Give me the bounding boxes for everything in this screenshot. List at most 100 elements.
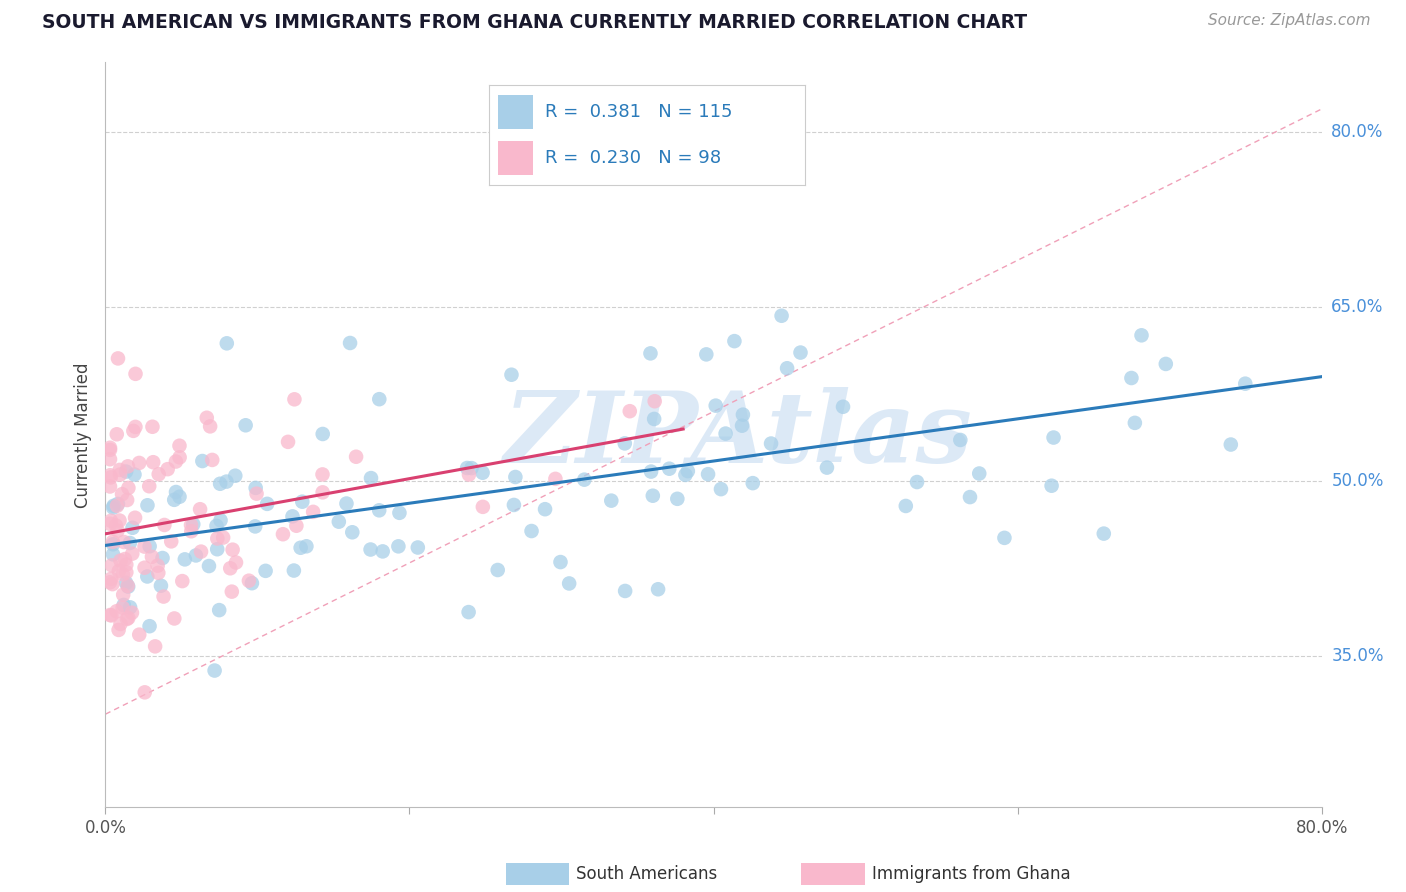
Point — [207, 532, 229, 546]
Point — [254, 564, 277, 578]
Point — [328, 515, 350, 529]
Point — [141, 549, 163, 564]
Point — [1121, 371, 1143, 385]
Point — [117, 481, 139, 495]
Point — [146, 558, 169, 573]
Point — [245, 481, 267, 495]
Text: ZIPAtlas: ZIPAtlas — [503, 386, 973, 483]
Point — [368, 503, 391, 517]
Point — [759, 436, 782, 450]
Point — [1040, 479, 1063, 493]
Point — [160, 534, 183, 549]
Point — [245, 486, 267, 500]
Point — [148, 566, 170, 580]
Point — [101, 547, 124, 561]
Point — [118, 536, 141, 550]
Point — [644, 394, 666, 409]
Point — [112, 535, 135, 549]
Point — [208, 603, 231, 617]
Point — [98, 442, 121, 457]
Point — [121, 521, 143, 535]
Point — [98, 468, 121, 483]
Point — [406, 541, 429, 555]
Point — [98, 479, 121, 493]
Point — [283, 392, 305, 407]
Point — [544, 472, 567, 486]
Point — [471, 466, 494, 480]
Point — [271, 527, 294, 541]
Point — [152, 590, 174, 604]
Point — [100, 558, 122, 573]
Point — [165, 485, 187, 500]
Point — [1123, 416, 1146, 430]
Point — [277, 434, 299, 449]
Point — [905, 475, 928, 489]
Point — [100, 572, 122, 586]
Point — [212, 531, 235, 545]
Point — [149, 579, 172, 593]
Point — [285, 518, 308, 533]
Point — [115, 465, 138, 479]
Point — [136, 498, 159, 512]
Point — [339, 336, 361, 351]
Point — [1042, 431, 1064, 445]
Point — [148, 467, 170, 482]
Point — [710, 482, 733, 496]
Point — [115, 566, 138, 580]
Point — [647, 582, 669, 597]
Point — [190, 544, 212, 558]
Point — [295, 539, 318, 553]
Point — [138, 479, 160, 493]
Point — [311, 485, 333, 500]
Point — [124, 510, 146, 524]
Text: Source: ZipAtlas.com: Source: ZipAtlas.com — [1208, 13, 1371, 29]
Point — [240, 576, 263, 591]
Point — [111, 567, 134, 582]
Point — [204, 664, 226, 678]
Point — [673, 467, 696, 482]
Point — [100, 608, 122, 623]
Point — [894, 499, 917, 513]
Point — [207, 542, 229, 557]
Point — [505, 470, 527, 484]
Point — [110, 616, 132, 631]
Point — [107, 623, 129, 637]
Point — [117, 580, 139, 594]
Point — [105, 499, 128, 513]
Point — [619, 404, 641, 418]
Point — [122, 424, 145, 438]
Point — [613, 436, 636, 450]
Text: 80.0%: 80.0% — [1331, 123, 1384, 141]
Point — [776, 361, 799, 376]
Point — [471, 500, 494, 514]
Point — [676, 464, 699, 478]
Point — [163, 492, 186, 507]
Text: South Americans: South Americans — [576, 865, 717, 883]
Point — [163, 611, 186, 625]
Point — [115, 493, 138, 508]
Point — [188, 502, 211, 516]
Point — [1234, 376, 1257, 391]
Point — [124, 367, 146, 381]
Point — [311, 467, 333, 482]
Point — [134, 560, 156, 574]
Point — [949, 433, 972, 447]
Text: 35.0%: 35.0% — [1331, 647, 1384, 665]
Point — [723, 334, 745, 348]
Point — [198, 559, 221, 574]
Point — [110, 554, 132, 568]
Point — [457, 605, 479, 619]
Point — [704, 399, 727, 413]
Point — [111, 487, 134, 501]
Point — [108, 463, 131, 477]
Point — [993, 531, 1015, 545]
Point — [219, 561, 242, 575]
Point — [520, 524, 543, 538]
Point — [832, 400, 855, 414]
Point — [387, 539, 409, 553]
Point — [191, 454, 214, 468]
Point — [558, 576, 581, 591]
Point — [141, 419, 163, 434]
Point — [105, 427, 128, 442]
Point — [371, 544, 394, 558]
